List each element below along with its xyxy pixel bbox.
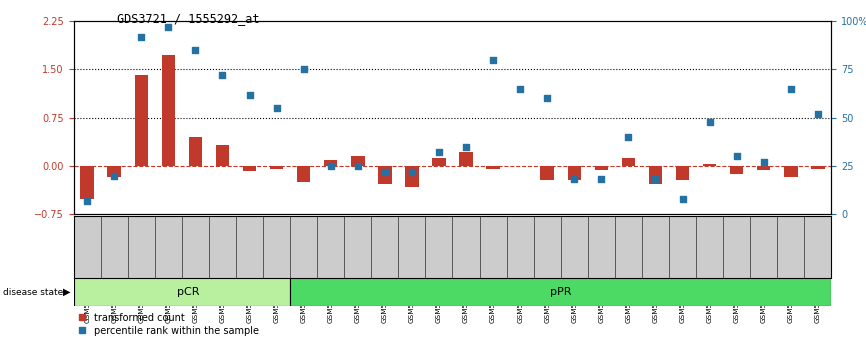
Text: pCR: pCR [178,287,200,297]
Point [811,111,824,117]
Bar [216,145,229,166]
Legend: transformed count, percentile rank within the sample: transformed count, percentile rank withi… [79,313,259,336]
Point [675,196,689,201]
Bar [540,166,554,180]
Bar [162,55,175,166]
Bar [622,158,635,166]
Bar [324,160,338,166]
Point [324,163,338,169]
Bar [487,166,500,169]
Bar [134,75,148,166]
Bar [675,166,689,180]
Point [757,159,771,165]
Point [540,96,554,101]
Bar [290,278,831,306]
Bar [351,156,365,166]
Point [594,177,608,182]
Point [486,57,500,63]
Point [567,177,581,182]
Point [269,105,283,111]
Bar [189,137,202,166]
Bar [74,278,290,306]
Bar [297,166,310,182]
Point [216,73,229,78]
Point [730,153,744,159]
Point [514,86,527,92]
Bar [107,166,121,177]
Text: GDS3721 / 1555292_at: GDS3721 / 1555292_at [117,12,260,25]
Bar [567,166,581,180]
Text: disease state: disease state [3,287,63,297]
Bar [649,166,662,184]
Bar [378,166,391,184]
Point [405,169,419,175]
Point [81,198,94,204]
Point [134,34,148,40]
Bar [81,166,94,199]
Point [351,163,365,169]
Point [622,134,636,140]
Text: pPR: pPR [550,287,572,297]
Bar [242,166,256,171]
Bar [703,164,716,166]
Bar [784,166,798,177]
Point [702,119,716,124]
Point [107,173,121,178]
Bar [730,166,743,174]
Point [784,86,798,92]
Bar [270,166,283,169]
Bar [459,152,473,166]
Bar [811,166,824,169]
Point [242,92,256,97]
Text: ▶: ▶ [63,287,71,297]
Point [459,144,473,149]
Bar [595,166,608,170]
Bar [432,158,446,166]
Point [649,177,662,182]
Point [297,67,311,72]
Bar [757,166,771,170]
Point [378,169,391,175]
Point [432,150,446,155]
Point [161,24,175,30]
Point [189,47,203,53]
Bar [405,166,418,187]
